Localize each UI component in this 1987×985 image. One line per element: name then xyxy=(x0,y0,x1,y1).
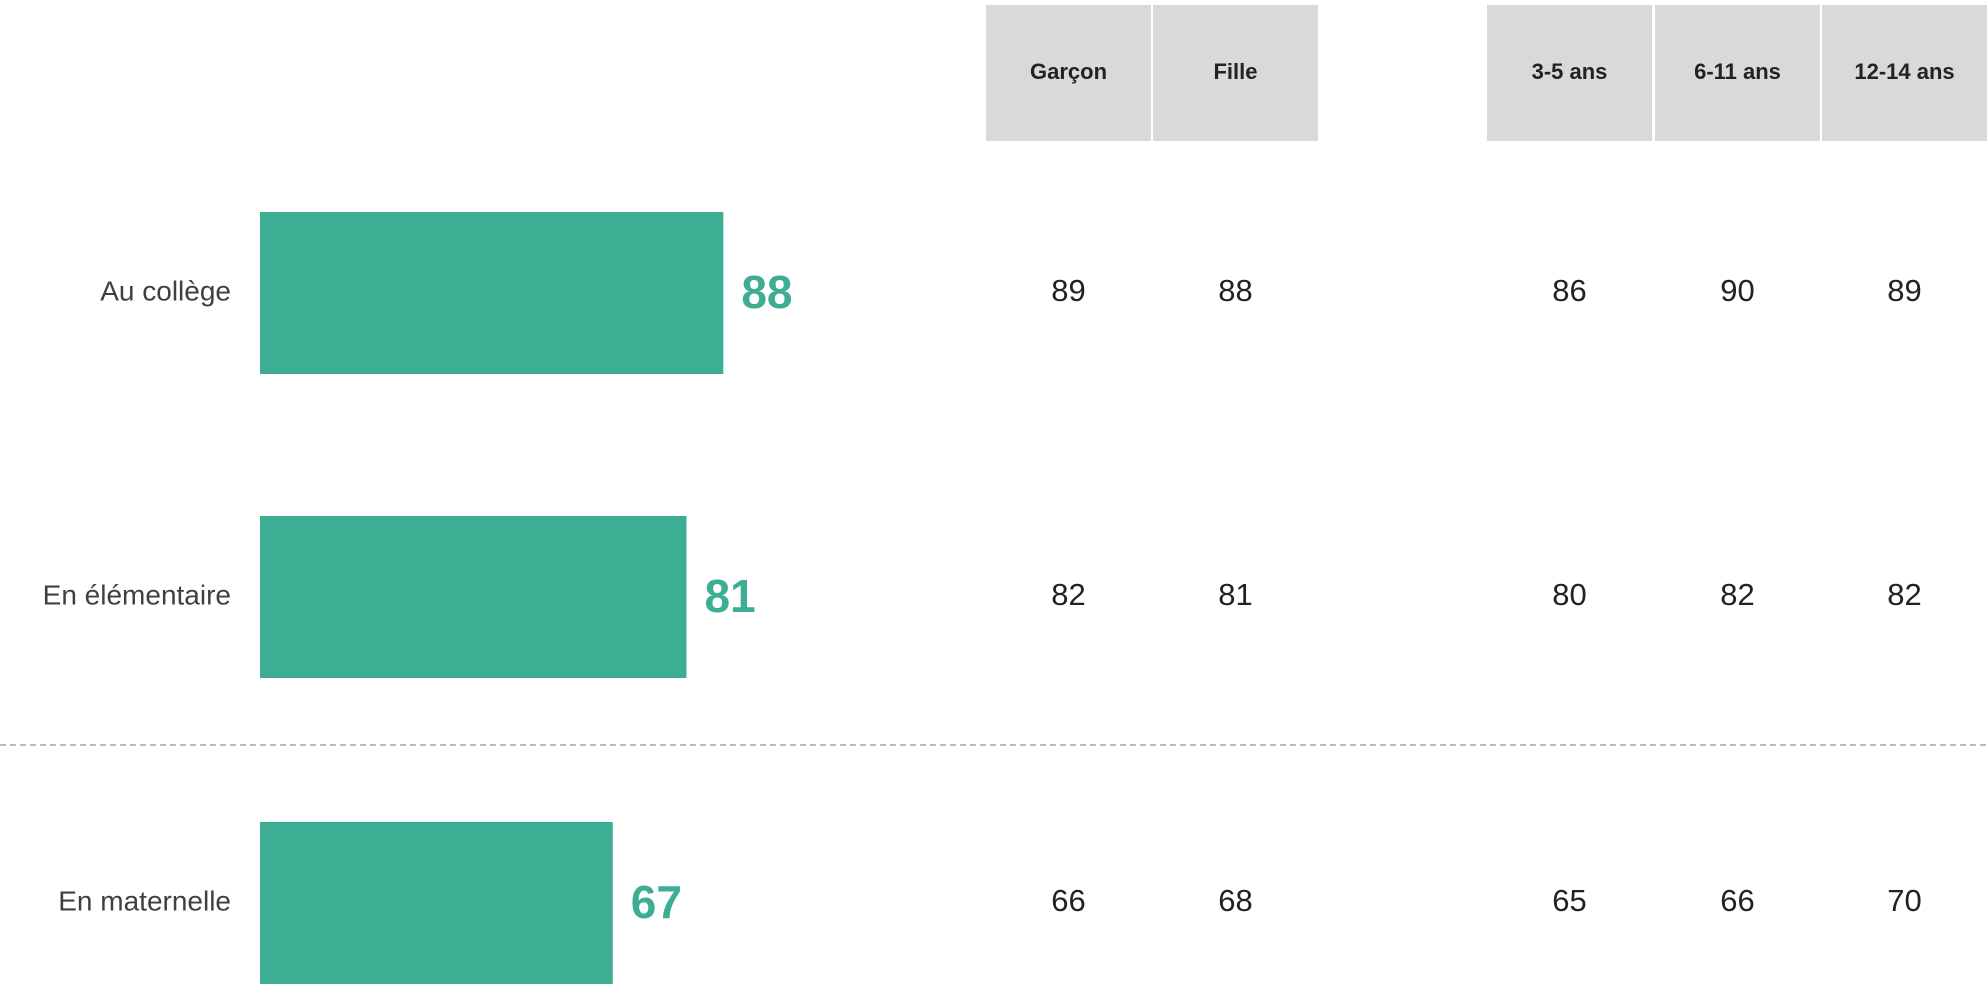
table-cell: 80 xyxy=(1552,577,1586,612)
table-cell: 65 xyxy=(1552,883,1586,918)
table-cell: 66 xyxy=(1720,883,1754,918)
table-cell: 86 xyxy=(1552,273,1586,308)
column-header: Fille xyxy=(1213,59,1257,84)
table-cell: 82 xyxy=(1887,577,1921,612)
table-cell: 68 xyxy=(1218,883,1252,918)
header-cell xyxy=(1153,5,1318,141)
value-label: 67 xyxy=(631,876,682,928)
table-cell: 90 xyxy=(1720,273,1754,308)
category-label: Au collège xyxy=(100,275,231,306)
value-label: 88 xyxy=(741,266,792,318)
header-cell xyxy=(1822,5,1987,141)
table-cell: 70 xyxy=(1887,883,1921,918)
value-label: 81 xyxy=(704,570,755,622)
column-header: Garçon xyxy=(1030,59,1107,84)
bar xyxy=(260,212,724,374)
table-cell: 82 xyxy=(1720,577,1754,612)
header-cell xyxy=(986,5,1151,141)
table-cell: 66 xyxy=(1051,883,1085,918)
table-cell: 88 xyxy=(1218,273,1252,308)
header-cell xyxy=(1655,5,1820,141)
bar xyxy=(260,516,687,678)
category-label: En maternelle xyxy=(58,885,231,916)
category-label: En élémentaire xyxy=(43,579,231,610)
header-cell xyxy=(1487,5,1652,141)
bar xyxy=(260,822,613,984)
column-header: 6-11 ans xyxy=(1694,59,1781,84)
table-cell: 82 xyxy=(1051,577,1085,612)
table-cell: 81 xyxy=(1218,577,1252,612)
table-cell: 89 xyxy=(1887,273,1921,308)
column-header: 3-5 ans xyxy=(1532,59,1608,84)
column-header: 12-14 ans xyxy=(1854,59,1954,84)
table-cell: 89 xyxy=(1051,273,1085,308)
